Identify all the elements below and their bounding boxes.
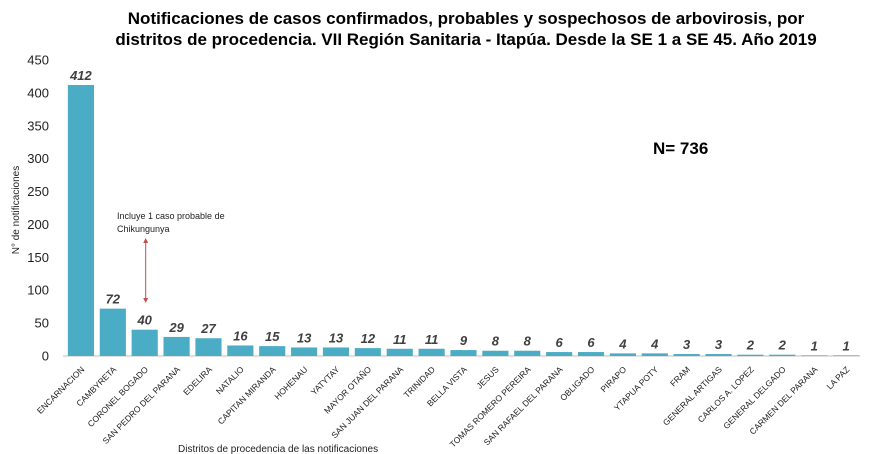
bar [99, 308, 126, 356]
category-label: YATYTAY [309, 364, 342, 397]
bar [386, 348, 413, 356]
y-tick-label: 50 [35, 316, 49, 331]
data-label: 412 [69, 68, 92, 83]
category-label: GENERAL ARTIGAS [661, 364, 724, 427]
data-label: 8 [492, 334, 500, 349]
category-label: CORONEL BOGADO [85, 364, 150, 429]
data-label: 16 [233, 328, 248, 343]
data-label: 13 [329, 330, 344, 345]
category-label: NATALIO [214, 364, 246, 396]
data-label: 2 [746, 338, 755, 353]
bar [227, 345, 254, 356]
y-tick-label: 200 [27, 217, 49, 232]
chart-title: Notificaciones de casos confirmados, pro… [60, 8, 872, 50]
bar [546, 352, 573, 356]
bar [291, 347, 318, 356]
category-label: CAPITAN MIRANDA [216, 364, 278, 426]
data-label: 72 [106, 292, 121, 307]
bar [418, 348, 445, 356]
category-label: LA PAZ [824, 364, 851, 391]
chart-title-line1: Notificaciones de casos confirmados, pro… [127, 9, 805, 28]
data-label: 2 [778, 338, 787, 353]
data-label: 4 [618, 336, 627, 351]
axes: 0 50 100 150 200 250 300 350 400 450 [27, 53, 860, 364]
bars [67, 84, 860, 357]
y-axis-label: N° de notificaciones [11, 166, 22, 255]
y-tick-label: 350 [27, 118, 49, 133]
data-label: 3 [715, 337, 723, 352]
bar [67, 84, 95, 357]
category-label: HOHENAU [272, 364, 309, 401]
category-label: ENCARNACION [35, 364, 86, 415]
bar [769, 354, 796, 356]
y-tick-label: 250 [27, 184, 49, 199]
data-label: 12 [361, 331, 376, 346]
data-label: 9 [460, 333, 468, 348]
y-tick-label: 300 [27, 151, 49, 166]
category-label: OBLIGADO [558, 364, 597, 403]
data-label: 1 [811, 338, 818, 353]
bar [354, 348, 381, 356]
data-label: 1 [842, 338, 849, 353]
note-line-2: Chikungunya [117, 224, 170, 234]
bar [737, 354, 764, 356]
data-label: 3 [683, 337, 691, 352]
bar [609, 353, 636, 356]
y-tick-label: 450 [27, 53, 49, 68]
x-axis-label: Distritos de procedencia de las notifica… [178, 444, 378, 454]
data-label: 27 [200, 321, 216, 336]
category-label: PIRAPO [599, 364, 629, 394]
bar [322, 347, 350, 356]
data-label: 13 [297, 330, 312, 345]
data-label: 11 [393, 332, 407, 347]
note-arrow [143, 238, 149, 303]
data-label: 4 [650, 336, 659, 351]
data-label: 11 [425, 332, 439, 347]
bar [259, 346, 286, 356]
bar [514, 350, 541, 356]
y-tick-label: 150 [27, 250, 49, 265]
chart-title-line2: distritos de procedencia. VII Región San… [115, 30, 817, 49]
bar [641, 353, 668, 356]
bar [482, 350, 509, 356]
data-label: 29 [168, 320, 184, 335]
bar [673, 354, 700, 356]
bar [195, 338, 222, 356]
note-line-1: Incluye 1 caso probable de [117, 211, 225, 221]
category-label: EDELIRA [181, 364, 214, 397]
bar [163, 336, 190, 356]
bar [832, 355, 860, 356]
bar [131, 329, 158, 356]
data-label: 6 [587, 335, 595, 350]
category-label: JESUS [474, 364, 501, 391]
data-label: 15 [265, 329, 280, 344]
bar [705, 354, 732, 356]
category-label: FRAM [668, 364, 692, 388]
note-arrow-head-down [143, 298, 149, 303]
bar [801, 355, 828, 356]
note-arrow-head-up [143, 238, 149, 243]
y-tick-label: 0 [42, 349, 49, 364]
bar [450, 350, 477, 356]
y-tick-label: 400 [27, 85, 49, 100]
data-label: 6 [556, 335, 564, 350]
total-count: N= 736 [653, 139, 708, 158]
bar [577, 352, 605, 356]
category-label: CARLOS A. LOPEZ [696, 364, 756, 424]
y-tick-label: 100 [27, 283, 49, 298]
data-label: 40 [136, 313, 152, 328]
data-label: 8 [524, 334, 532, 349]
